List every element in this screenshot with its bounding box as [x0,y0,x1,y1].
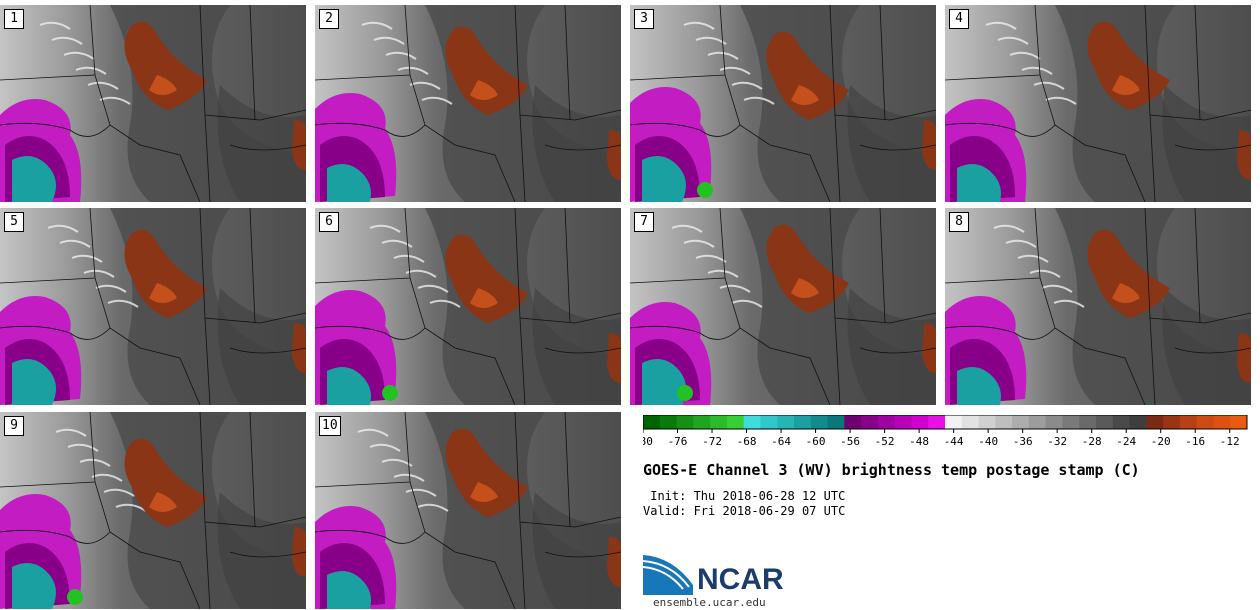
colorbar-tick-label: -32 [1047,435,1067,448]
colorbar-tick-label: -64 [771,435,791,448]
colorbar-bin [928,415,946,429]
colorbar-bin [894,415,912,429]
colorbar-bin [1045,415,1063,429]
colorbar-tick-label: -52 [875,435,895,448]
colorbar-tick-label: -56 [840,435,860,448]
colorbar-bin [844,415,862,429]
water-vapor-map [630,5,936,202]
logo-url: ensemble.ucar.edu [653,596,766,609]
panel-number-label: 2 [319,9,339,29]
water-vapor-map [0,5,306,202]
map-panel-10: 10 [315,412,621,609]
panel-number-label: 8 [949,212,969,232]
water-vapor-map [630,208,936,405]
colorbar-bin [827,415,845,429]
colorbar-border [643,415,1248,430]
colorbar-tick-label: -24 [1116,435,1136,448]
colorbar-bin [877,415,896,429]
colorbar-bin [1112,415,1131,429]
colorbar-bin [710,415,728,429]
colorbar-bin [810,415,829,429]
colorbar-bin [1213,415,1231,429]
colorbar-bin [1146,415,1164,429]
map-panel-5: 5 [0,208,306,405]
panel-number-label: 1 [4,9,24,29]
colorbar-bin [659,415,678,429]
colorbar-bin [1230,415,1248,429]
ncar-logo-text: NCAR [697,563,784,596]
water-vapor-map [315,412,621,609]
water-vapor-map [945,5,1251,202]
map-panel-4: 4 [945,5,1251,202]
water-vapor-map [0,208,306,405]
water-vapor-map [945,208,1251,405]
colorbar-bin [995,415,1013,429]
panel-number-label: 6 [319,212,339,232]
colorbar-bin [1163,415,1181,429]
colorbar-tick-label: -44 [944,435,964,448]
water-vapor-map [0,412,306,609]
water-vapor-map [315,208,621,405]
colorbar-bin [978,415,996,429]
map-panel-2: 2 [315,5,621,202]
colorbar-bin [1096,415,1114,429]
colorbar-bin [1028,415,1047,429]
colorbar-bin [1179,415,1198,429]
colorbar-bin [676,415,694,429]
colorbar-tick-label: -16 [1185,435,1205,448]
colorbar-bin [1196,415,1214,429]
panel-number-label: 7 [634,212,654,232]
colorbar-tick-label: -36 [1013,435,1033,448]
colorbar-bin [961,415,980,429]
colorbar-bin [861,415,879,429]
colorbar-bin [760,415,778,429]
colorbar-bin [911,415,929,429]
colorbar-tick-label: -48 [909,435,929,448]
init-time: Init: Thu 2018-06-28 12 UTC [643,489,846,503]
map-panel-9: 9 [0,412,306,609]
panel-number-label: 3 [634,9,654,29]
colorbar-bin [743,415,761,429]
colorbar-bin [1012,415,1030,429]
map-panel-8: 8 [945,208,1251,405]
colorbar-tick-label: -72 [702,435,722,448]
colorbar-bin [726,415,745,429]
colorbar-tick-label: -40 [978,435,998,448]
map-panel-1: 1 [0,5,306,202]
colorbar-bin [945,415,963,429]
colorbar-tick-label: -60 [806,435,826,448]
map-panel-6: 6 [315,208,621,405]
colorbar-tick-label: -12 [1220,435,1240,448]
ncar-logo [643,555,693,595]
panel-number-label: 9 [4,416,24,436]
colorbar-tick-label: -80 [643,435,653,448]
colorbar-bin [643,415,661,429]
colorbar-bin [693,415,711,429]
colorbar-tick-label: -20 [1151,435,1171,448]
map-panel-7: 7 [630,208,936,405]
colorbar-bin [1079,415,1097,429]
colorbar-bin [1129,415,1147,429]
map-panel-3: 3 [630,5,936,202]
panel-number-label: 4 [949,9,969,29]
panel-number-label: 10 [319,416,341,436]
colorbar-bin [794,415,812,429]
water-vapor-map [315,5,621,202]
colorbar-tick-label: -28 [1082,435,1102,448]
colorbar-tick-label: -68 [737,435,757,448]
colorbar-bin [1062,415,1080,429]
panel-number-label: 5 [4,212,24,232]
colorbar: -80 -76 -72 -68 -64 -60 -56 -52 -48 -44 -40 -36 -32 -… [643,415,1248,448]
valid-time: Valid: Fri 2018-06-29 07 UTC [643,504,846,518]
chart-title: GOES-E Channel 3 (WV) brightness temp po… [643,461,1140,479]
colorbar-bin [777,415,795,429]
colorbar-tick-label: -76 [668,435,688,448]
